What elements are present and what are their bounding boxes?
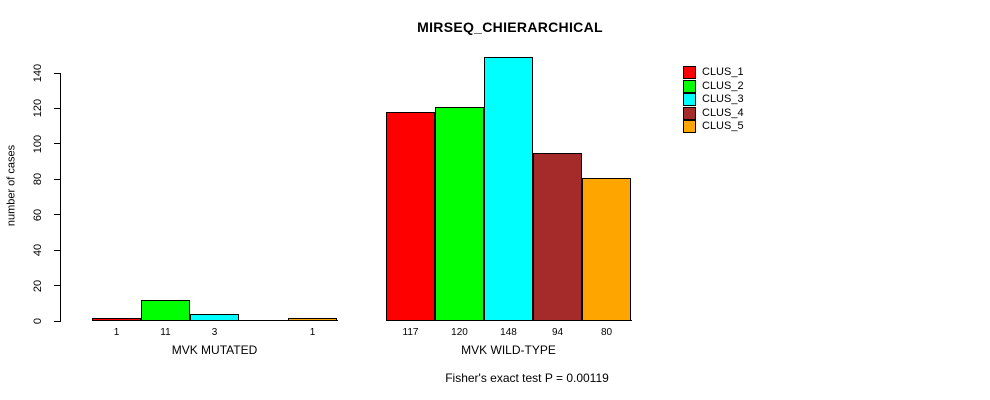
- legend-item: CLUS_4: [683, 106, 753, 120]
- bar-value-label: 148: [500, 327, 517, 338]
- bar-value-label: 3: [211, 327, 218, 338]
- y-tick-label: 100: [32, 134, 44, 154]
- y-tick: [54, 214, 60, 216]
- bar-value-label: 117: [402, 327, 419, 338]
- y-tick: [54, 285, 60, 287]
- legend-swatch-icon: [683, 106, 696, 120]
- y-axis-label: number of cases: [5, 144, 18, 227]
- group-label: MVK WILD-TYPE: [461, 343, 556, 357]
- bar-clus_3-mvk-wild-type: [484, 57, 533, 321]
- legend-swatch-icon: [683, 120, 696, 134]
- y-tick: [54, 178, 60, 180]
- bar-value-label: 120: [451, 327, 468, 338]
- legend-item: CLUS_5: [683, 120, 753, 134]
- legend-swatch-icon: [683, 66, 696, 79]
- bar-clus_2-mvk-wild-type: [435, 106, 484, 321]
- y-tick-label: 140: [32, 63, 44, 83]
- bar-value-label: 1: [113, 327, 120, 338]
- bar-clus_1-mvk-mutated: [92, 317, 141, 321]
- y-axis-line: [60, 72, 61, 322]
- bar-value-label: 80: [600, 327, 613, 338]
- legend-swatch-icon: [683, 93, 696, 107]
- legend-label: CLUS_3: [702, 93, 744, 106]
- legend-item: CLUS_3: [683, 93, 753, 107]
- bar-clus_3-mvk-mutated: [190, 314, 239, 321]
- bar-clus_2-mvk-mutated: [141, 300, 190, 321]
- y-tick-label: 20: [32, 279, 44, 292]
- bar-clus_5-mvk-wild-type: [582, 177, 631, 321]
- y-tick-label: 120: [32, 99, 44, 118]
- bar-clus_1-mvk-wild-type: [386, 112, 435, 321]
- y-tick-label: 0: [32, 317, 44, 325]
- subtitle: Fisher's exact test P = 0.00119: [445, 371, 609, 385]
- legend-swatch-icon: [683, 79, 696, 93]
- y-tick: [54, 143, 60, 145]
- legend-label: CLUS_4: [702, 106, 744, 119]
- y-tick: [54, 107, 60, 109]
- y-tick-label: 40: [32, 244, 44, 257]
- y-tick: [54, 320, 60, 322]
- legend-label: CLUS_1: [702, 66, 744, 78]
- bar-clus_4-mvk-wild-type: [533, 152, 582, 321]
- bar-value-label: 1: [309, 327, 316, 338]
- bar-value-label: 94: [551, 327, 564, 338]
- y-tick: [54, 72, 60, 74]
- y-tick: [54, 249, 60, 251]
- bar-clus_5-mvk-mutated: [288, 317, 337, 321]
- group-label: MVK MUTATED: [171, 343, 258, 357]
- y-tick-label: 80: [32, 173, 44, 186]
- legend-label: CLUS_5: [702, 120, 744, 133]
- legend-item: CLUS_2: [683, 79, 753, 93]
- bar-value-label: 11: [160, 327, 171, 338]
- y-tick-label: 60: [32, 208, 44, 221]
- chart-title: MIRSEQ_CHIERARCHICAL: [417, 19, 603, 35]
- legend-item: CLUS_1: [683, 66, 753, 79]
- legend-label: CLUS_2: [702, 79, 744, 92]
